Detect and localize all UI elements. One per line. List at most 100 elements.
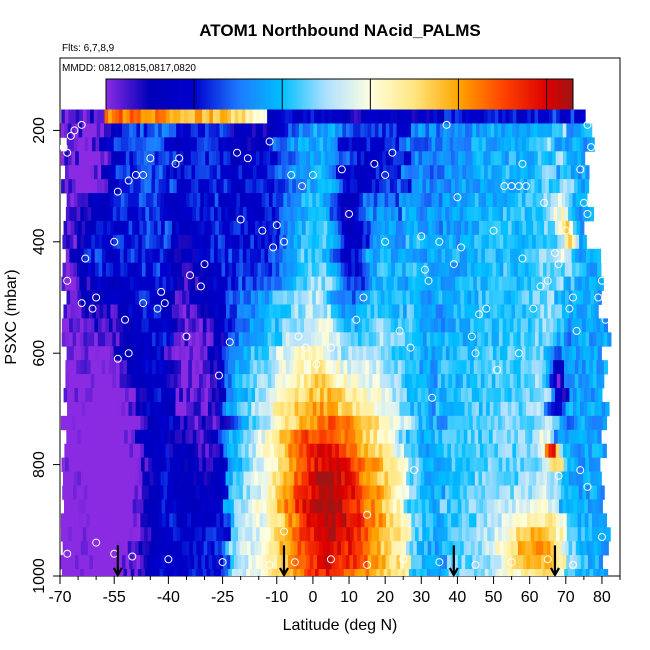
heatmap-cell [227,165,232,180]
heatmap-cell [500,471,505,486]
heatmap-cell [501,179,507,194]
heatmap-cell [548,527,553,542]
heatmap-cell [564,248,569,264]
heatmap-cell [159,360,164,375]
heatmap-cell [274,332,280,347]
heatmap-cell [249,374,254,389]
heatmap-cell [213,248,219,264]
heatmap-cell [282,485,287,500]
heatmap-cell [265,541,270,556]
heatmap-cell [154,555,159,570]
heatmap-cell [174,206,179,222]
heatmap-cell [385,220,390,236]
heatmap-cell [132,220,137,236]
heatmap-cell [440,179,445,194]
heatmap-cell [453,137,458,152]
heatmap-cell [280,220,285,236]
heatmap-cell [149,429,154,445]
heatmap-cell [253,332,258,347]
heatmap-cell [151,527,156,542]
heatmap-cell [113,541,118,556]
heatmap-cell [148,276,153,291]
heatmap-cell [69,262,74,278]
heatmap-cell [377,346,382,361]
heatmap-cell [335,109,340,124]
heatmap-cell [300,248,305,264]
heatmap-cell [351,262,356,278]
heatmap-cell [531,457,536,472]
heatmap-cell [276,388,281,403]
heatmap-cell [475,401,480,417]
heatmap-cell [242,248,248,264]
heatmap-cell [372,360,377,375]
heatmap-cell [124,401,130,417]
heatmap-cell [542,206,547,222]
heatmap-cell [233,401,238,417]
heatmap-cell [299,179,304,194]
heatmap-cell [153,401,158,417]
heatmap-cell [333,290,339,305]
heatmap-cell [339,415,344,431]
heatmap-cell [69,569,74,576]
heatmap-cell [275,429,281,445]
heatmap-cell [578,318,583,333]
heatmap-cell [456,429,461,445]
heatmap-cell [91,206,96,222]
heatmap-cell [260,248,266,264]
heatmap-cell [208,123,213,138]
heatmap-cell [101,360,106,375]
heatmap-cell [556,276,561,291]
heatmap-cell [322,262,327,278]
heatmap-cell [315,346,321,361]
heatmap-cell [258,137,263,152]
heatmap-cell [299,457,305,472]
heatmap-cell [538,165,543,180]
heatmap-cell [520,165,525,180]
heatmap-cell [394,374,399,389]
heatmap-cell [294,304,299,319]
heatmap-cell [314,332,319,347]
heatmap-cell [387,541,393,556]
heatmap-cell [365,318,370,333]
heatmap-cell [341,137,346,152]
heatmap-cell [92,555,98,570]
heatmap-cell [553,206,558,222]
heatmap-cell [316,388,321,403]
heatmap-cell [279,206,284,222]
heatmap-cell [224,374,229,389]
heatmap-cell [123,332,128,347]
heatmap-cell [291,123,296,138]
heatmap-cell [257,206,262,222]
heatmap-cell [372,318,377,333]
heatmap-cell [204,401,209,417]
heatmap-cell [234,457,240,472]
heatmap-cell [526,513,532,528]
heatmap-cell [512,555,517,570]
heatmap-cell [291,401,296,417]
heatmap-cell [348,290,353,305]
heatmap-cell [386,179,391,194]
heatmap-cell [379,332,384,347]
heatmap-cell [191,457,196,472]
heatmap-cell [418,443,423,459]
heatmap-cell [276,401,281,417]
heatmap-cell [424,220,430,236]
heatmap-cell [386,109,391,124]
heatmap-cell [591,443,597,459]
heatmap-cell [163,569,168,576]
heatmap-cell [580,401,585,417]
heatmap-cell [369,206,374,222]
heatmap-cell [515,555,520,570]
heatmap-cell [153,220,159,236]
heatmap-cell [330,401,335,417]
heatmap-cell [391,137,397,152]
heatmap-cell [534,109,539,124]
heatmap-cell [98,429,104,445]
heatmap-cell [264,262,270,278]
heatmap-cell [371,555,376,570]
heatmap-cell [327,220,332,236]
heatmap-cell [145,262,150,278]
heatmap-cell [574,179,579,194]
heatmap-cell [501,415,506,431]
heatmap-cell [450,499,455,514]
